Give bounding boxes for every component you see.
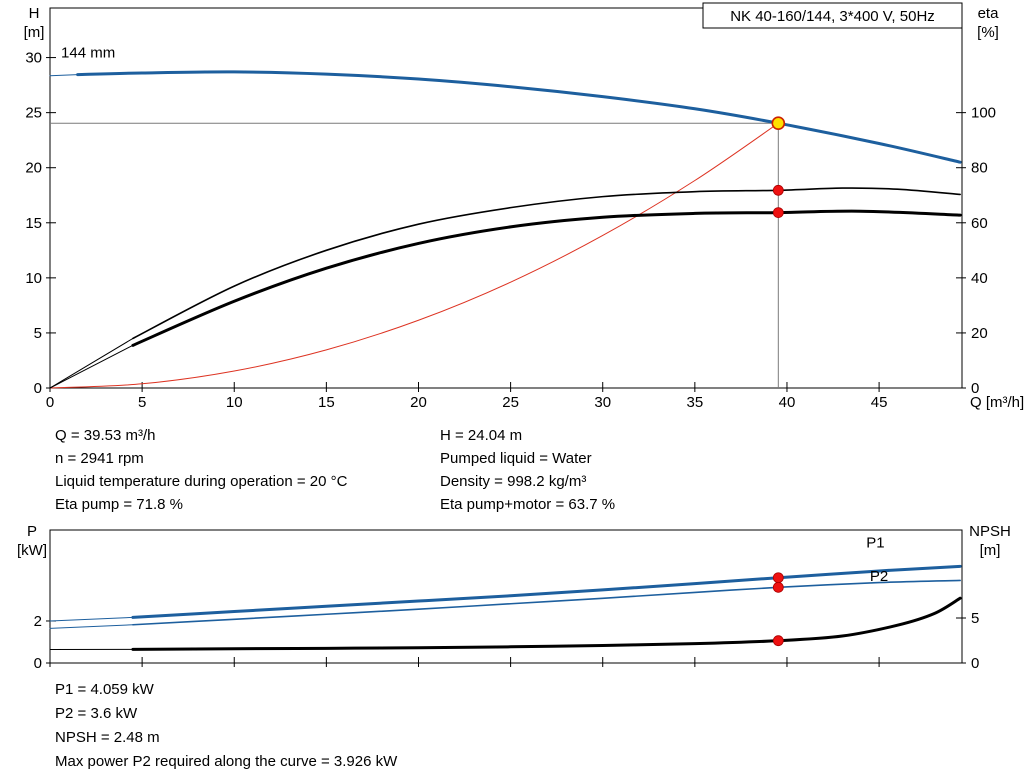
p1-marker (772, 572, 784, 584)
right-tick-label: 40 (971, 270, 988, 287)
eta-pump-motor-lead-in (49, 344, 134, 389)
left-tick-label: 0 (34, 655, 42, 672)
info-npsh: NPSH = 2.48 m (55, 729, 160, 746)
power-npsh-chart: 0 2 0 5 P [kW] NPSH [m] P1 P2 (17, 523, 1011, 672)
info-speed: n = 2941 rpm (55, 450, 144, 467)
eta-pump-marker (772, 184, 784, 196)
info-head: H = 24.04 m (440, 427, 523, 444)
info-liquid-temperature: Liquid temperature during operation = 20… (55, 473, 348, 490)
P2-lead-in (49, 624, 134, 629)
title-box (702, 2, 963, 29)
info-pumped-liquid: Pumped liquid = Water (440, 450, 592, 467)
right-axis-unit: [%] (977, 24, 999, 41)
hq-chart: 0 5 10 15 20 25 30 35 40 45 Q [m³/h]05101520253002… (24, 2, 1024, 411)
right-tick-label: 5 (971, 610, 979, 627)
pump-curve-144mm-lead-in (49, 74, 79, 77)
left-tick-label: 0 (34, 380, 42, 397)
P1-lead-in (49, 616, 134, 622)
info-p2: P2 = 3.6 kW (55, 705, 138, 722)
info-p1: P1 = 4.059 kW (55, 681, 154, 698)
info-density: Density = 998.2 kg/m³ (440, 473, 587, 490)
info-eta-pump-motor: Eta pump+motor = 63.7 % (440, 496, 616, 513)
right-axis-unit: [m] (980, 542, 1001, 559)
x-tick-label: 0 (46, 394, 54, 411)
right-tick-label: 0 (971, 655, 979, 672)
right-tick-label: 0 (971, 380, 979, 397)
right-tick-label: 20 (971, 325, 988, 342)
left-tick-label: 15 (25, 215, 42, 232)
info-flow: Q = 39.53 m³/h (55, 427, 156, 444)
info-eta-pump: Eta pump = 71.8 % (55, 496, 183, 513)
right-axis-label: eta (978, 5, 1000, 22)
x-tick-label: 30 (594, 394, 611, 411)
left-tick-label: 5 (34, 325, 42, 342)
x-tick-label: 25 (502, 394, 519, 411)
P1-curve (131, 564, 962, 619)
P1-label: P1 (866, 534, 884, 551)
x-tick-label: 10 (226, 394, 243, 411)
P2-curve (132, 579, 961, 626)
x-axis-label: Q [m³/h] (970, 394, 1024, 411)
right-tick-label: 60 (971, 215, 988, 232)
x-tick-label: 15 (318, 394, 335, 411)
p2-marker (772, 581, 784, 593)
x-tick-label: 5 (138, 394, 146, 411)
duty-point-marker (771, 116, 786, 131)
left-tick-label: 30 (25, 50, 42, 67)
npsh-marker (772, 635, 784, 647)
x-tick-label: 35 (687, 394, 704, 411)
left-tick-label: 25 (25, 105, 42, 122)
eta-pump-curve (132, 187, 961, 340)
plot-frame (49, 529, 963, 664)
x-tick-label: 40 (779, 394, 796, 411)
left-tick-label: 2 (34, 613, 42, 630)
system-curve-curve (49, 122, 779, 389)
NPSH-curve (131, 596, 962, 651)
left-axis-unit: [m] (24, 24, 45, 41)
left-axis-label: P (27, 523, 37, 540)
info-max-power: Max power P2 required along the curve = … (55, 753, 398, 770)
power-info: P1 = 4.059 kW P2 = 3.6 kW NPSH = 2.48 m … (55, 678, 397, 774)
pump-curve-144mm-label: 144 mm (61, 45, 115, 62)
eta-pump-motor-curve (131, 209, 962, 347)
chart-title: NK 40-160/144, 3*400 V, 50Hz (730, 8, 935, 25)
left-axis-unit: [kW] (17, 542, 47, 559)
duty-info-left: Q = 39.53 m³/h n = 2941 rpm Liquid tempe… (55, 424, 347, 516)
right-tick-label: 80 (971, 160, 988, 177)
left-tick-label: 10 (25, 270, 42, 287)
duty-info-right: H = 24.04 m Pumped liquid = Water Densit… (440, 424, 615, 516)
plot-frame (49, 7, 963, 389)
pump-curve-144mm-curve (76, 70, 962, 164)
left-tick-label: 20 (25, 160, 42, 177)
eta-pump-lead-in (49, 337, 134, 389)
eta-pump-motor-marker (772, 207, 784, 218)
x-tick-label: 45 (871, 394, 888, 411)
right-axis-label: NPSH (969, 523, 1011, 540)
P2-label: P2 (870, 568, 888, 585)
left-axis-label: H (29, 5, 40, 22)
right-tick-label: 100 (971, 105, 996, 122)
x-tick-label: 20 (410, 394, 427, 411)
